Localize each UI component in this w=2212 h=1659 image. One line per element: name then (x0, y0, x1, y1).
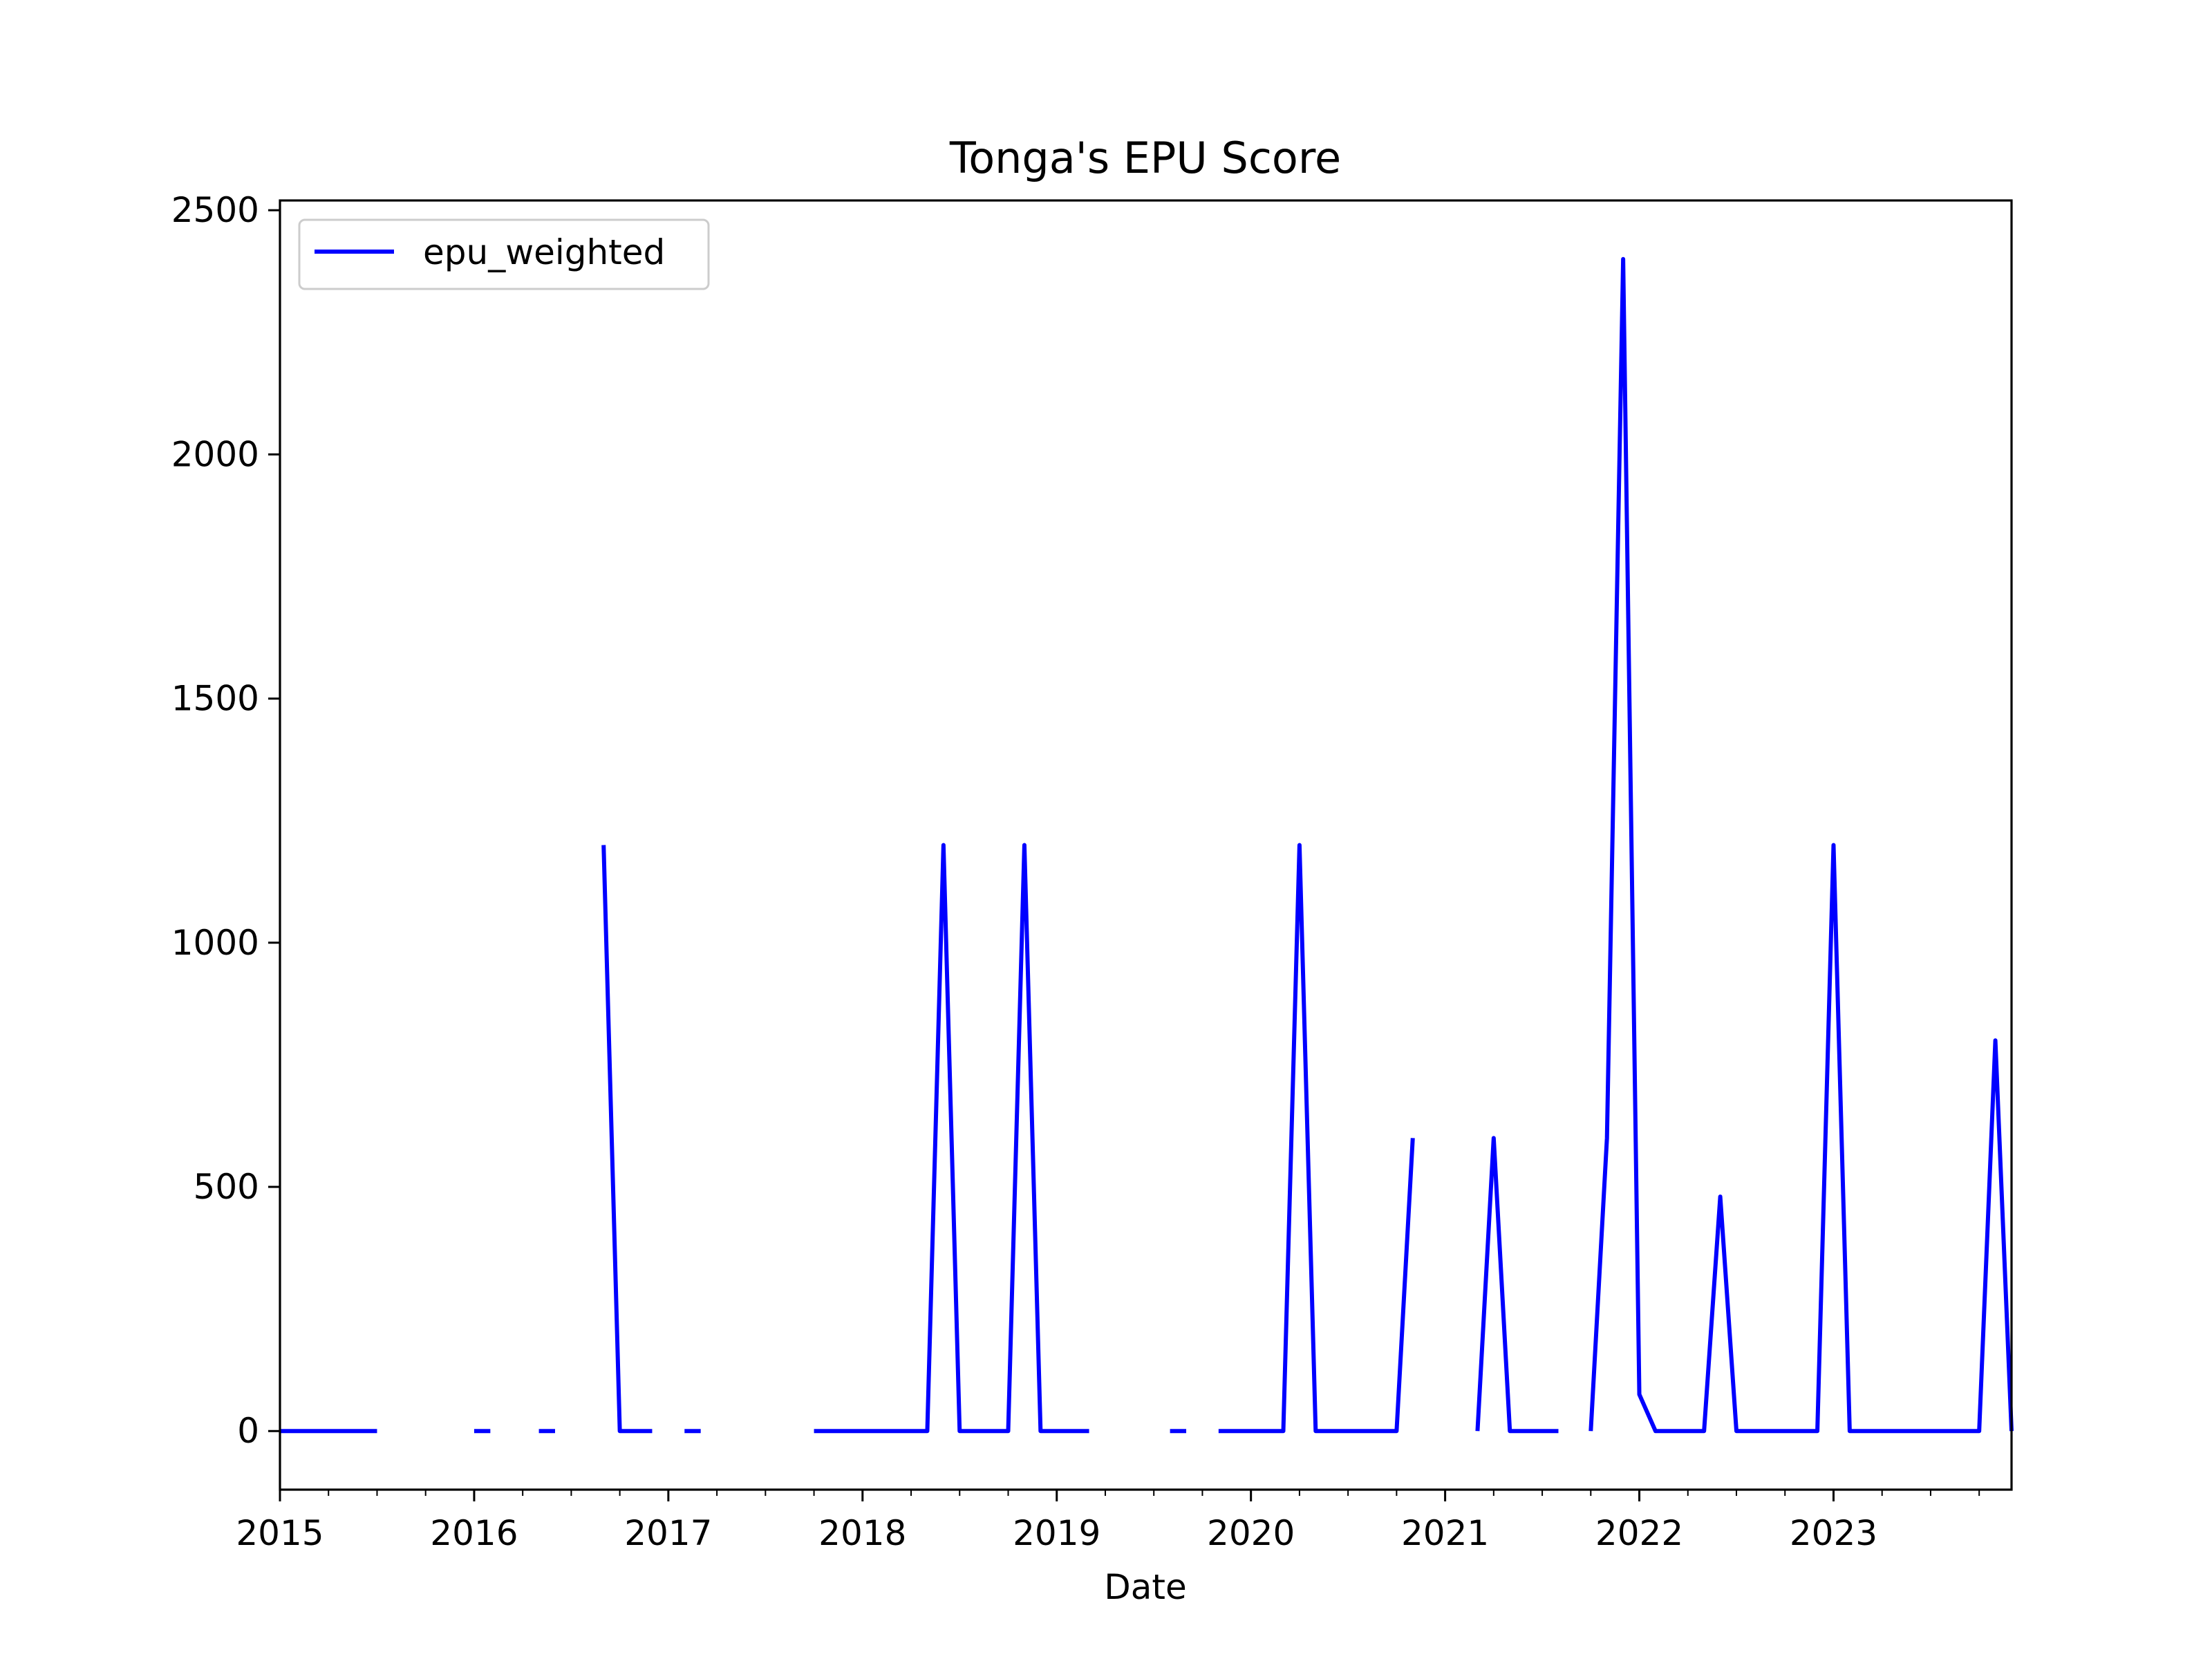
x-tick-label: 2016 (430, 1513, 518, 1553)
y-tick-label: 1000 (171, 923, 259, 963)
x-tick-label: 2018 (818, 1513, 906, 1553)
legend: epu_weighted (298, 218, 710, 290)
y-tick-label: 0 (237, 1411, 259, 1451)
x-tick-label: 2022 (1595, 1513, 1683, 1553)
y-tick-label: 500 (194, 1167, 259, 1207)
x-tick-label: 2019 (1013, 1513, 1100, 1553)
x-axis-ticks: 2015 2016 2017 2018 2019 2020 2021 2022 2023 (236, 1490, 1980, 1553)
series-line-segment (1475, 1136, 1559, 1434)
series-line-segment (601, 845, 653, 1434)
y-tick-label: 2000 (171, 434, 259, 474)
x-tick-label: 2020 (1207, 1513, 1295, 1553)
x-tick-label: 2017 (624, 1513, 712, 1553)
x-axis-label: Date (1104, 1567, 1187, 1607)
x-tick-label: 2015 (236, 1513, 324, 1553)
y-axis-ticks: 0 500 1000 1500 2000 2500 (171, 190, 280, 1451)
series-line-segment (814, 843, 1089, 1434)
chart-title: Tonga's EPU Score (949, 133, 1341, 183)
series-line-segment (1218, 843, 1415, 1434)
series-line-segment (1588, 256, 2014, 1434)
legend-label: epu_weighted (423, 232, 665, 272)
x-tick-label: 2023 (1790, 1513, 1877, 1553)
plot-frame (279, 199, 2013, 1491)
y-tick-label: 1500 (171, 679, 259, 719)
y-tick-label: 2500 (171, 190, 259, 230)
legend-box (298, 218, 710, 290)
plot-series (280, 256, 2014, 1434)
x-tick-label: 2021 (1401, 1513, 1489, 1553)
